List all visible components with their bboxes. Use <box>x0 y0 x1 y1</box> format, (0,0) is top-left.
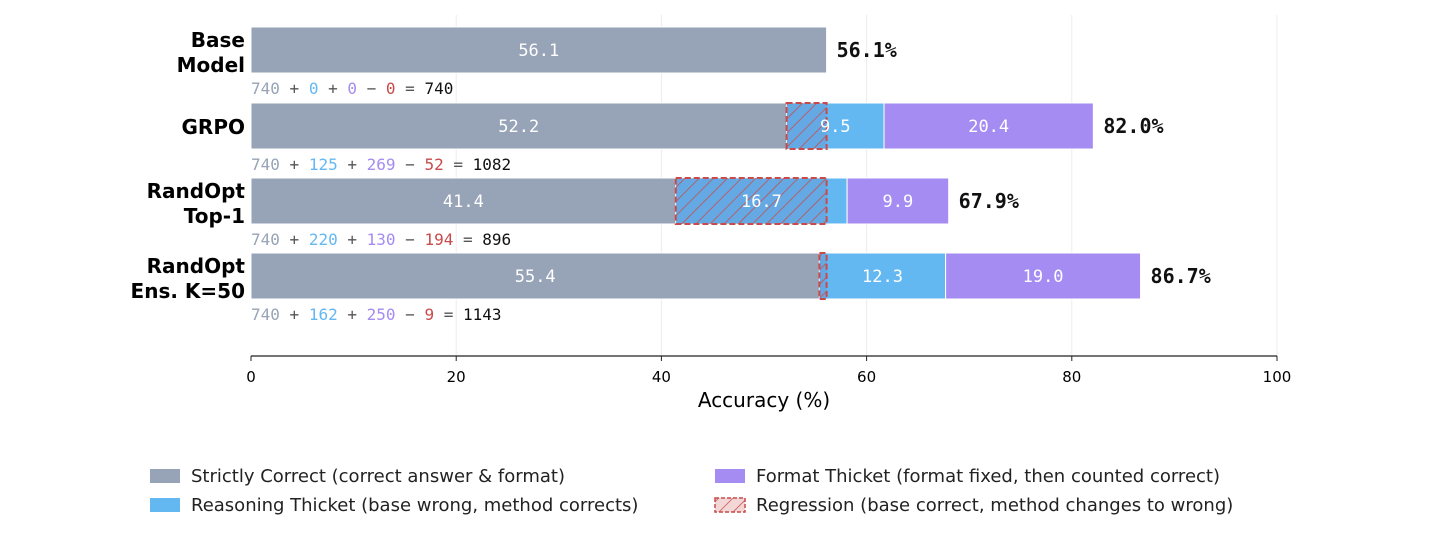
operator: − <box>396 305 425 324</box>
count-equation: 740 + 220 + 130 − 194 = 896 <box>251 230 511 249</box>
count-value: 130 <box>367 230 396 249</box>
legend-label-regression: Regression (base correct, method changes… <box>756 495 1233 516</box>
operator: + <box>318 79 347 98</box>
bar-format-thicket <box>846 177 950 225</box>
segment-value-label: 52.2 <box>498 117 539 137</box>
legend-swatch-regression <box>714 497 746 513</box>
count-value: 1082 <box>473 155 512 174</box>
legend-swatch-reasoning <box>150 498 180 512</box>
segment-value-label: 41.4 <box>443 192 484 212</box>
x-tick-label: 40 <box>652 368 671 386</box>
segment-value-label: 12.3 <box>862 267 903 287</box>
operator: − <box>357 79 386 98</box>
x-axis-title: Accuracy (%) <box>698 388 830 412</box>
bar-regression <box>674 177 828 225</box>
legend-label-strict: Strictly Correct (correct answer & forma… <box>191 466 565 487</box>
x-tick-label: 0 <box>246 368 256 386</box>
count-value: 220 <box>309 230 338 249</box>
count-equation: 740 + 125 + 269 − 52 = 1082 <box>251 155 511 174</box>
segment-value-label: 9.9 <box>883 192 914 212</box>
legend-label-format: Format Thicket (format fixed, then count… <box>756 466 1220 487</box>
bar-strict-correct <box>250 177 677 225</box>
operator: + <box>280 305 309 324</box>
total-accuracy-label: 82.0% <box>1103 114 1163 138</box>
bar-reasoning-thicket <box>818 252 947 300</box>
operator: − <box>396 230 425 249</box>
legend-swatch-strict <box>150 469 180 483</box>
operator: + <box>338 305 367 324</box>
operator: + <box>280 230 309 249</box>
operator: = <box>453 230 482 249</box>
segment-value-label: 16.7 <box>741 192 782 212</box>
operator: + <box>280 155 309 174</box>
operator: = <box>396 79 425 98</box>
count-value: 0 <box>347 79 357 98</box>
category-label-line1: RandOpt <box>147 254 246 278</box>
category-label-line1: RandOpt <box>147 179 246 203</box>
x-tick-label: 60 <box>857 368 876 386</box>
count-value: 740 <box>424 79 453 98</box>
x-tick-label: 80 <box>1062 368 1081 386</box>
x-tick-label: 100 <box>1263 368 1292 386</box>
operator: + <box>338 230 367 249</box>
category-label-line1: Base <box>191 28 245 52</box>
category-label-line2: Model <box>177 53 245 77</box>
count-equation: 740 + 0 + 0 − 0 = 740 <box>251 79 453 98</box>
operator: + <box>280 79 309 98</box>
count-value: 740 <box>251 79 280 98</box>
count-value: 194 <box>424 230 453 249</box>
bar-format-thicket <box>945 252 1142 300</box>
count-value: 125 <box>309 155 338 174</box>
count-equation: 740 + 162 + 250 − 9 = 1143 <box>251 305 502 324</box>
segment-value-label: 55.4 <box>515 267 556 287</box>
count-value: 250 <box>367 305 396 324</box>
category-label-line1: GRPO <box>182 115 245 139</box>
segment-value-label: 56.1 <box>518 41 559 61</box>
bar-regression <box>818 252 828 300</box>
x-tick-label: 20 <box>447 368 466 386</box>
count-value: 0 <box>386 79 396 98</box>
count-value: 9 <box>424 305 434 324</box>
count-value: 52 <box>424 155 443 174</box>
count-value: 896 <box>482 230 511 249</box>
count-value: 269 <box>367 155 396 174</box>
category-label: GRPO <box>182 115 245 139</box>
total-accuracy-label: 56.1% <box>837 38 897 62</box>
count-value: 1143 <box>463 305 502 324</box>
total-accuracy-label: 86.7% <box>1151 264 1211 288</box>
legend-label-reasoning: Reasoning Thicket (base wrong, method co… <box>191 495 638 516</box>
category-label-line2: Top-1 <box>184 204 245 228</box>
bar-strict-correct <box>250 102 788 150</box>
count-value: 740 <box>251 305 280 324</box>
operator: = <box>444 155 473 174</box>
bar-regression <box>785 102 828 150</box>
legend-swatch-format <box>715 469 745 483</box>
segment-value-label: 19.0 <box>1023 267 1064 287</box>
segment-value-label: 20.4 <box>968 117 1009 137</box>
bar-format-thicket <box>883 102 1094 150</box>
total-accuracy-label: 67.9% <box>959 189 1019 213</box>
bar-strict-correct <box>250 26 828 74</box>
operator: = <box>434 305 463 324</box>
operator: − <box>396 155 425 174</box>
count-value: 740 <box>251 230 280 249</box>
segment-value-label: 9.5 <box>820 117 851 137</box>
bar-strict-correct <box>250 252 820 300</box>
count-value: 0 <box>309 79 319 98</box>
count-value: 740 <box>251 155 280 174</box>
count-value: 162 <box>309 305 338 324</box>
category-label-line2: Ens. K=50 <box>131 279 245 303</box>
operator: + <box>338 155 367 174</box>
